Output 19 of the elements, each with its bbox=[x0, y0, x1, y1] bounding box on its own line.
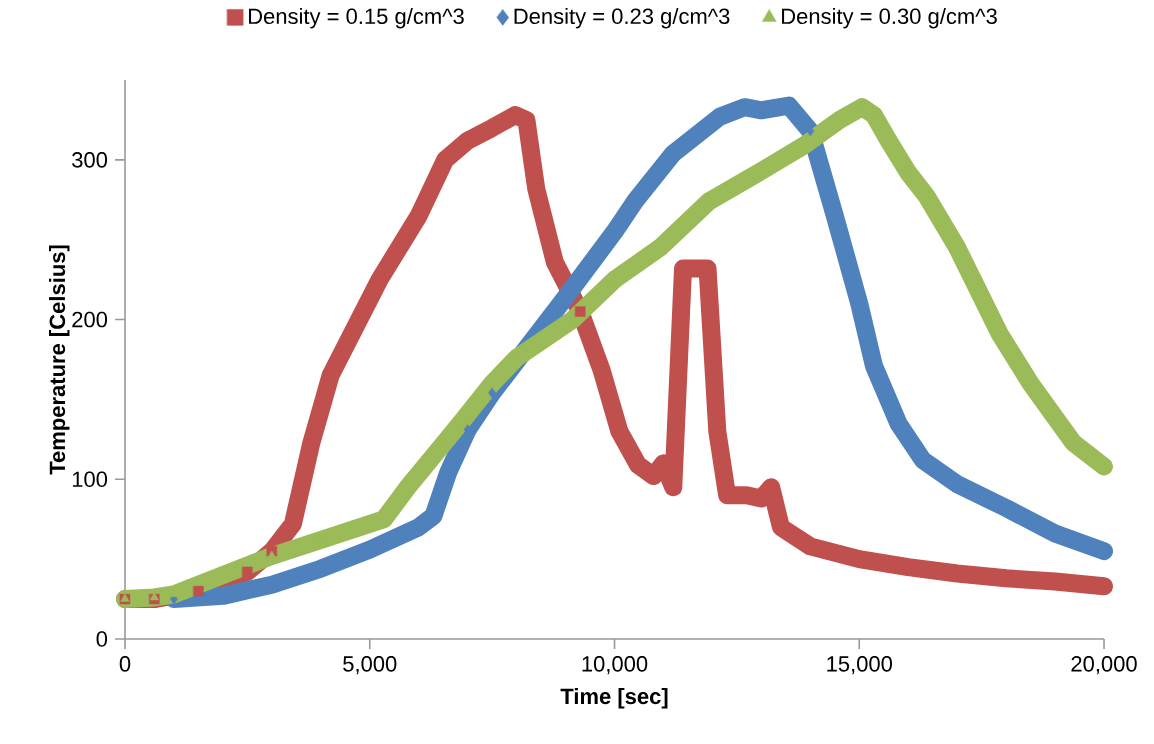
legend-label: Density = 0.15 g/cm^3 bbox=[249, 7, 464, 29]
point bbox=[242, 566, 253, 578]
point bbox=[488, 387, 497, 399]
x-tick-label: 15,000 bbox=[827, 656, 893, 675]
y-axis-title: Temperature [Celsius] bbox=[49, 245, 70, 475]
legend-label: Density = 0.30 g/cm^3 bbox=[782, 7, 997, 29]
point bbox=[575, 306, 586, 317]
legend-label: Density = 0.23 g/cm^3 bbox=[514, 7, 730, 29]
point bbox=[193, 585, 204, 597]
y-tick-label: 100 bbox=[72, 471, 108, 488]
x-tick-label: 20,000 bbox=[1071, 656, 1137, 675]
y-tick-label: 0 bbox=[96, 631, 108, 647]
y-tick-label: 300 bbox=[72, 152, 108, 168]
point bbox=[149, 592, 159, 601]
x-tick-label: 0 bbox=[119, 656, 131, 672]
x-axis-title: Time [sec] bbox=[560, 687, 668, 709]
y-tick-label: 200 bbox=[72, 311, 108, 328]
x-tick-label: 10,000 bbox=[582, 656, 648, 675]
x-tick-label: 5,000 bbox=[343, 656, 397, 675]
